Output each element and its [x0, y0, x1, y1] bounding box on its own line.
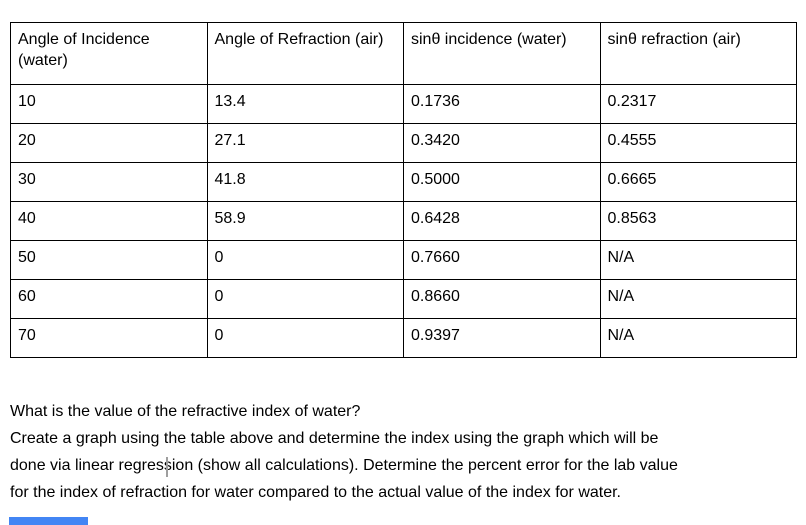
table-cell[interactable]: 20 — [10, 123, 208, 163]
table-cell[interactable]: 30 — [10, 162, 208, 202]
table-cell[interactable]: 0.7660 — [403, 240, 601, 280]
col-header-sin-incidence[interactable]: sinθ incidence (water) — [403, 22, 601, 85]
table-row: 50 0 0.7660 N/A — [10, 240, 797, 280]
col-header-angle-incidence[interactable]: Angle of Incidence (water) — [10, 22, 208, 85]
table-cell[interactable]: 0.3420 — [403, 123, 601, 163]
question-paragraph[interactable]: What is the value of the refractive inde… — [10, 398, 802, 506]
table-cell[interactable]: N/A — [599, 318, 797, 358]
table-cell[interactable]: 0.8660 — [403, 279, 601, 319]
table-cell[interactable]: 27.1 — [206, 123, 404, 163]
table-row: 60 0 0.8660 N/A — [10, 279, 797, 319]
table-cell[interactable]: N/A — [599, 240, 797, 280]
table-cell[interactable]: 0 — [206, 279, 404, 319]
bottom-accent-bar — [9, 517, 88, 525]
table-row: 40 58.9 0.6428 0.8563 — [10, 201, 797, 241]
table-cell[interactable]: 0 — [206, 318, 404, 358]
table-cell[interactable]: 41.8 — [206, 162, 404, 202]
table-cell[interactable]: 0.9397 — [403, 318, 601, 358]
table-row: 10 13.4 0.1736 0.2317 — [10, 84, 797, 124]
question-line[interactable]: What is the value of the refractive inde… — [10, 403, 361, 420]
table-cell[interactable]: 10 — [10, 84, 208, 124]
table-cell[interactable]: 0 — [206, 240, 404, 280]
table-cell[interactable]: 70 — [10, 318, 208, 358]
col-header-sin-refraction[interactable]: sinθ refraction (air) — [599, 22, 797, 85]
table-row: 20 27.1 0.3420 0.4555 — [10, 123, 797, 163]
question-line[interactable]: for the index of refraction for water co… — [10, 484, 621, 501]
table-row: 30 41.8 0.5000 0.6665 — [10, 162, 797, 202]
table-cell[interactable]: 58.9 — [206, 201, 404, 241]
table-cell[interactable]: 0.6428 — [403, 201, 601, 241]
table-cell[interactable]: 0.1736 — [403, 84, 601, 124]
table-cell[interactable]: 0.6665 — [599, 162, 797, 202]
table-cell[interactable]: 13.4 — [206, 84, 404, 124]
table-cell[interactable]: 0.5000 — [403, 162, 601, 202]
col-header-angle-refraction[interactable]: Angle of Refraction (air) — [206, 22, 404, 85]
table-row: 70 0 0.9397 N/A — [10, 318, 797, 358]
lab-data-table: Angle of Incidence (water) Angle of Refr… — [10, 22, 797, 358]
table-cell[interactable]: 50 — [10, 240, 208, 280]
table-cell[interactable]: 0.2317 — [599, 84, 797, 124]
question-line[interactable]: Create a graph using the table above and… — [10, 430, 659, 447]
table-cell[interactable]: 0.8563 — [599, 201, 797, 241]
table-cell[interactable]: N/A — [599, 279, 797, 319]
table-cell[interactable]: 40 — [10, 201, 208, 241]
table-cell[interactable]: 60 — [10, 279, 208, 319]
table-cell[interactable]: 0.4555 — [599, 123, 797, 163]
table-header-row: Angle of Incidence (water) Angle of Refr… — [10, 22, 797, 85]
text-cursor — [166, 457, 168, 477]
question-line[interactable]: done via linear regression (show all cal… — [10, 457, 678, 474]
